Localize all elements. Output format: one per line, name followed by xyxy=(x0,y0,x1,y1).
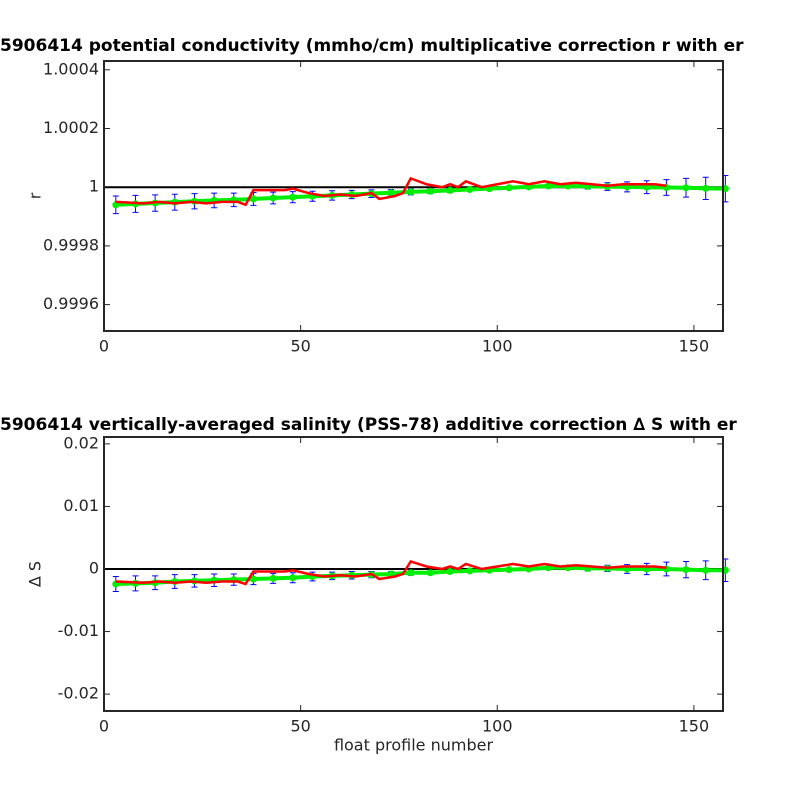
fit-marker xyxy=(426,187,434,195)
y-tick-label: 1.0002 xyxy=(43,118,99,137)
y-tick-label: 0.01 xyxy=(63,496,99,515)
series-line xyxy=(115,176,667,207)
y-axis-label: ∆ S xyxy=(26,561,45,588)
fit-marker xyxy=(505,184,513,192)
fit-marker xyxy=(466,186,474,194)
series-line xyxy=(115,560,667,586)
fit-marker xyxy=(544,182,552,190)
fit-marker xyxy=(702,184,710,192)
fit-marker xyxy=(446,567,454,575)
x-tick-label: 150 xyxy=(679,717,710,736)
fit-marker xyxy=(702,566,710,574)
fit-marker xyxy=(407,188,415,196)
fit-marker xyxy=(269,574,277,582)
y-tick-label: 1.0004 xyxy=(43,59,99,78)
y-tick-label: 0.02 xyxy=(63,433,99,452)
x-tick-label: 0 xyxy=(99,717,109,736)
y-tick-label: 1 xyxy=(89,177,99,196)
fit-marker xyxy=(387,189,395,197)
fit-marker xyxy=(407,569,415,577)
fit-marker xyxy=(466,567,474,575)
fit-marker xyxy=(289,574,297,582)
series-line xyxy=(115,184,726,207)
x-tick-label: 100 xyxy=(482,337,513,356)
x-tick-label: 50 xyxy=(290,337,310,356)
axes-box xyxy=(103,60,724,332)
fit-marker xyxy=(249,575,257,583)
fit-marker xyxy=(269,194,277,202)
y-tick-label: 0.9998 xyxy=(43,235,99,254)
fit-marker xyxy=(426,569,434,577)
fit-marker xyxy=(682,184,690,192)
fit-marker xyxy=(505,566,513,574)
chart-title: 5906414 potential conductivity (mmho/cm)… xyxy=(0,36,744,56)
fit-marker xyxy=(289,193,297,201)
y-tick-label: -0.01 xyxy=(58,621,99,640)
y-tick-label: -0.02 xyxy=(58,684,99,703)
x-tick-label: 0 xyxy=(99,337,109,356)
fit-marker xyxy=(682,566,690,574)
x-tick-label: 150 xyxy=(679,337,710,356)
y-tick-label: 0.9996 xyxy=(43,294,99,313)
x-axis-label: float profile number xyxy=(334,736,494,755)
y-axis-label: r xyxy=(26,192,45,199)
y-tick-label: 0 xyxy=(89,558,99,577)
fit-marker xyxy=(249,195,257,203)
fit-marker xyxy=(446,186,454,194)
axes-box xyxy=(103,436,724,712)
x-tick-label: 100 xyxy=(482,717,513,736)
chart-title: 5906414 vertically-averaged salinity (PS… xyxy=(0,415,737,435)
x-tick-label: 50 xyxy=(290,717,310,736)
